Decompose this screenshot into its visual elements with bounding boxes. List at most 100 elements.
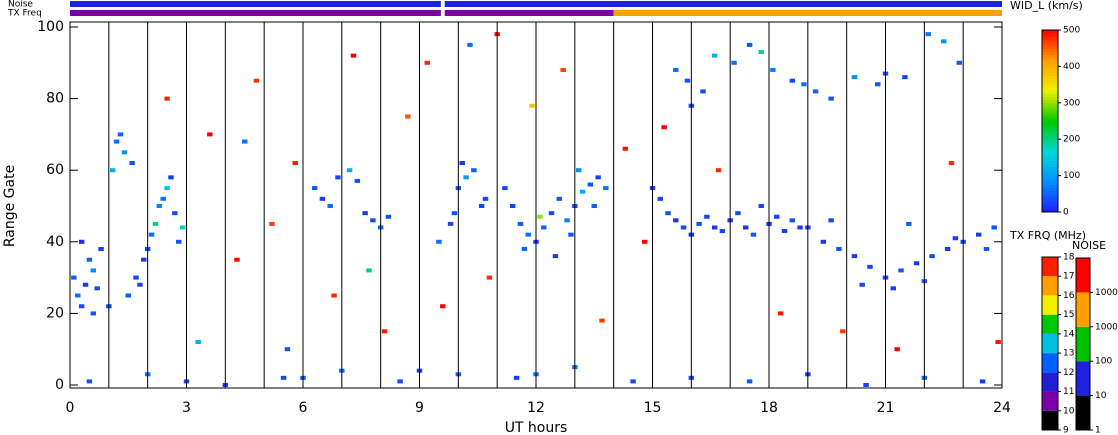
echo-cell <box>859 282 865 287</box>
echo-cell <box>731 60 737 65</box>
echo-cell <box>564 218 570 223</box>
width-colorbar-step <box>1042 39 1058 43</box>
echo-cell <box>71 275 77 280</box>
echo-cell <box>350 53 357 58</box>
width-colorbar-step <box>1042 127 1058 131</box>
echo-cell <box>979 379 986 384</box>
echo-cell <box>172 211 178 216</box>
echo-cell <box>983 246 990 251</box>
x-tick-label: 15 <box>644 400 662 416</box>
echo-cell <box>195 340 201 345</box>
echo-cell <box>129 161 135 166</box>
width-colorbar-step <box>1042 151 1058 155</box>
echo-cell <box>164 96 170 101</box>
width-colorbar-step <box>1042 196 1058 201</box>
echo-cell <box>253 78 260 83</box>
txfreq-colorbar-band <box>1042 410 1058 430</box>
width-colorbar-step <box>1042 93 1058 98</box>
echo-cell <box>436 239 442 244</box>
width-tick-label: 200 <box>1063 135 1080 145</box>
width-tick-label: 300 <box>1063 98 1080 108</box>
echo-cell <box>560 67 566 72</box>
y-tick-label: 20 <box>46 305 64 321</box>
echo-cell <box>86 257 93 262</box>
echo-cell <box>568 232 574 237</box>
echo-cell <box>362 211 368 216</box>
echo-cell <box>137 282 143 287</box>
width-colorbar-step <box>1042 208 1058 213</box>
y-tick-label: 0 <box>55 377 64 393</box>
width-colorbar-step <box>1042 63 1058 67</box>
echo-cell <box>529 103 535 108</box>
y-tick-label: 100 <box>37 19 64 35</box>
echo-cell <box>556 196 563 201</box>
echo-cell <box>168 175 174 180</box>
echo-cell <box>657 196 663 201</box>
y-tick-label: 60 <box>46 162 64 178</box>
echo-cell <box>141 257 147 262</box>
y-tick-label: 80 <box>46 91 64 107</box>
echo-cell <box>517 221 524 226</box>
echo-cell <box>673 218 679 223</box>
echo-cell <box>630 379 636 384</box>
width-tick-label: 0 <box>1063 208 1069 218</box>
echo-cell <box>579 189 586 194</box>
echo-cell <box>746 379 753 384</box>
txfreq-colorbar-band <box>1042 391 1058 411</box>
echo-cell <box>513 375 520 380</box>
width-colorbar-step <box>1042 181 1058 186</box>
echo-cell <box>459 161 465 166</box>
txfreq-tick-label: 18 <box>1063 253 1075 263</box>
width-colorbar-step <box>1042 42 1058 46</box>
echo-cell <box>90 268 97 273</box>
echo-cell <box>509 204 516 208</box>
echo-cell <box>735 211 741 216</box>
txfreq-segment <box>613 10 1002 16</box>
echo-cell <box>292 161 298 166</box>
echo-cell <box>486 275 493 280</box>
echo-cell <box>894 347 900 352</box>
txfreq-tick-label: 17 <box>1063 272 1074 282</box>
width-tick-label: 100 <box>1063 171 1080 181</box>
width-colorbar-step <box>1042 187 1058 192</box>
echo-cell <box>603 186 609 191</box>
noise-tick-label: 10 <box>1095 391 1107 401</box>
width-colorbar-step <box>1042 166 1058 171</box>
width-colorbar-step <box>1042 163 1058 167</box>
echo-cell <box>828 96 834 101</box>
echo-cell <box>929 254 935 259</box>
echo-cell <box>991 225 997 230</box>
echo-cell <box>385 214 392 219</box>
echo-cell <box>789 78 796 83</box>
txfreq-colorbar-band <box>1042 353 1058 373</box>
echo-cell <box>451 211 458 216</box>
width-colorbar-step <box>1042 202 1058 207</box>
echo-cell <box>327 204 333 208</box>
width-colorbar-step <box>1042 148 1058 152</box>
txfreq-colorbar-band <box>1042 295 1058 315</box>
echo-cell <box>207 132 213 137</box>
width-tick-label: 400 <box>1063 62 1080 72</box>
txfreq-tick-label: 13 <box>1063 349 1074 359</box>
echo-cell <box>661 125 667 130</box>
echo-cell <box>311 186 318 191</box>
x-tick-label: 9 <box>415 400 424 416</box>
echo-cell <box>284 347 291 352</box>
width-colorbar-step <box>1042 190 1058 195</box>
echo-cell <box>234 257 240 262</box>
echo-cell <box>133 275 139 280</box>
echo-cell <box>719 229 726 234</box>
txfreq-colorbar-band <box>1042 257 1058 277</box>
x-tick-label: 12 <box>527 400 545 416</box>
width-colorbar-step <box>1042 36 1058 40</box>
echo-cell <box>711 53 718 58</box>
echo-cell <box>746 42 753 47</box>
width-colorbar-step <box>1042 175 1058 180</box>
txfreq-tick-label: 16 <box>1063 291 1075 301</box>
width-colorbar-frame <box>1041 29 1059 213</box>
width-colorbar-step <box>1042 90 1058 95</box>
txfreq-bar-label: TX Freq <box>7 9 42 19</box>
width-colorbar-step <box>1042 111 1058 116</box>
echo-cell <box>160 196 166 201</box>
echo-cell <box>595 175 601 180</box>
